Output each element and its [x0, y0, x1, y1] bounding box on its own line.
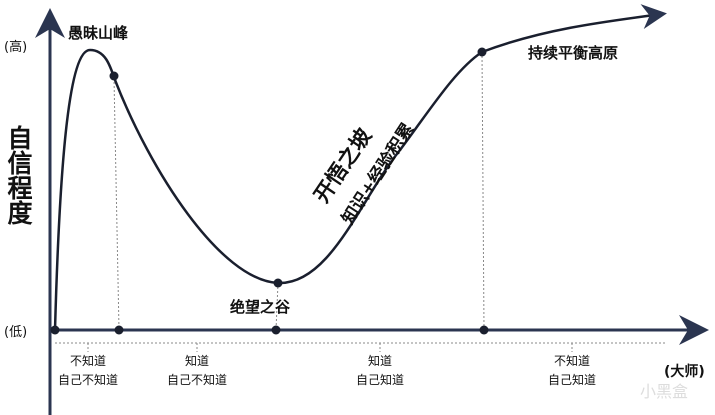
x-axis-end-label: (大师): [664, 364, 705, 380]
key-points: [50, 47, 489, 335]
stage-plateau: 持续平衡高原: [528, 44, 619, 62]
guide-lines: [55, 51, 665, 352]
phase-label: 不知道 自己知道: [547, 354, 597, 387]
watermark-logo: 小黑盒: [640, 382, 689, 401]
phase-label: 不知道 自己不知道: [57, 354, 119, 387]
stage-valley-despair: 绝望之谷: [230, 298, 291, 316]
phase-label: 知道 自己知道: [355, 354, 405, 387]
y-axis-high-label: (高): [4, 40, 28, 55]
stage-mount-stupid: 愚昧山峰: [68, 24, 129, 42]
y-axis-title: 自信程度: [4, 125, 33, 225]
y-axis-low-label: (低): [4, 325, 28, 340]
phase-label: 知道 自己不知道: [166, 354, 228, 387]
